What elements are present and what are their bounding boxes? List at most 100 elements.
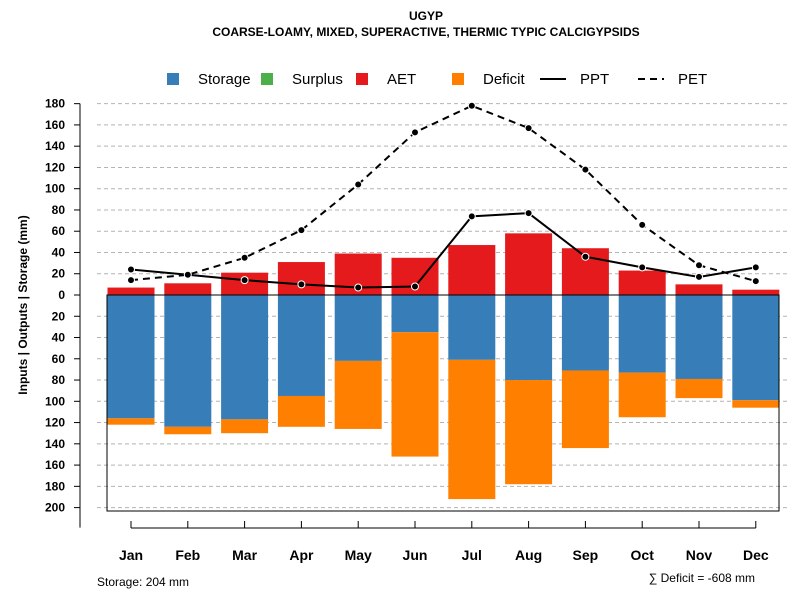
x-tick-label-nov: Nov: [686, 547, 713, 563]
pet-line: [130, 104, 757, 283]
legend-label-surplus: Surplus: [292, 71, 343, 88]
x-tick-label-sep: Sep: [573, 547, 599, 563]
deficit-bar: [221, 419, 269, 434]
aet-bar: [675, 284, 723, 295]
y-tick-label: 60: [52, 352, 66, 366]
deficit-bar: [618, 372, 666, 418]
storage-bar: [221, 295, 269, 420]
y-tick-label: 100: [45, 394, 65, 408]
legend-swatch-storage: [167, 73, 179, 85]
y-tick-label: 80: [52, 373, 66, 387]
chart-subtitle: COARSE-LOAMY, MIXED, SUPERACTIVE, THERMI…: [212, 25, 639, 39]
x-tick-label-may: May: [345, 547, 372, 563]
pet-point: [297, 226, 306, 235]
legend: Storage Surplus AET Deficit PPT PET: [167, 71, 707, 88]
y-axis-label: Inputs | Outputs | Storage (mm): [16, 215, 30, 394]
y-tick-label: 120: [45, 160, 65, 174]
ppt-point: [695, 272, 703, 281]
aet-bar: [732, 289, 780, 295]
ppt-point: [411, 282, 419, 291]
storage-bar: [732, 295, 780, 401]
aet-bar: [277, 262, 325, 295]
legend-label-aet: AET: [387, 71, 416, 88]
storage-bar: [391, 295, 439, 333]
ppt-point: [183, 270, 192, 279]
deficit-bar: [164, 426, 212, 435]
deficit-bar: [391, 332, 439, 457]
y-tick-label: 180: [45, 479, 65, 493]
deficit-bar: [675, 378, 723, 399]
deficit-annotation: ∑ Deficit = -608 mm: [649, 571, 755, 585]
y-tick-label: 40: [52, 245, 66, 259]
deficit-bar: [561, 370, 609, 449]
chart-title: UGYP: [409, 9, 443, 23]
storage-bar: [618, 295, 666, 373]
y-tick-label: 60: [52, 224, 66, 238]
aet-bar: [505, 233, 553, 295]
x-tick-label-oct: Oct: [631, 547, 655, 563]
pet-point: [467, 101, 476, 110]
x-axis: Jan Feb Mar Apr May Jun Jul Aug Sep Oct Nov Dec: [119, 521, 769, 563]
x-tick-label-mar: Mar: [232, 547, 257, 563]
pet-point: [581, 165, 590, 174]
storage-bar: [334, 295, 382, 361]
deficit-bar: [732, 400, 780, 408]
deficit-bar: [505, 380, 553, 485]
ppt-point: [127, 265, 135, 274]
legend-label-deficit: Deficit: [483, 71, 526, 88]
y-tick-label: 80: [52, 203, 66, 217]
ppt-point: [297, 280, 306, 289]
deficit-bar: [334, 360, 382, 429]
legend-swatch-aet: [356, 73, 368, 85]
y-tick-label: 20: [52, 309, 66, 323]
legend-label-pet: PET: [678, 71, 707, 88]
y-tick-label: 100: [45, 182, 65, 196]
y-axis: 1801601401201008060402002040608010012014…: [45, 97, 81, 528]
ppt-point: [467, 212, 476, 221]
ppt-point: [751, 263, 760, 272]
storage-bar: [164, 295, 212, 427]
lines: [127, 101, 760, 292]
aet-bar: [618, 270, 666, 295]
pet-point: [695, 261, 703, 270]
x-tick-label-jul: Jul: [462, 547, 482, 563]
pet-point: [354, 180, 363, 189]
deficit-bar: [448, 359, 496, 500]
deficit-bar: [277, 395, 325, 427]
x-tick-label-jun: Jun: [403, 547, 428, 563]
ppt-line: [130, 212, 756, 289]
pet-point: [411, 128, 419, 137]
ppt-point: [240, 276, 249, 285]
pet-point: [638, 220, 647, 229]
y-tick-label: 160: [45, 118, 65, 132]
legend-swatch-deficit: [452, 73, 464, 85]
storage-bar: [505, 295, 553, 381]
pet-point: [240, 253, 249, 262]
storage-bar: [448, 295, 496, 360]
pet-point: [751, 277, 760, 286]
x-tick-label-apr: Apr: [289, 547, 314, 563]
ppt-point: [638, 263, 647, 272]
gridlines: [97, 103, 790, 509]
aet-bar: [164, 283, 212, 295]
bars: [107, 233, 780, 500]
storage-bar: [675, 295, 723, 379]
y-tick-label: 120: [45, 416, 65, 430]
ppt-point: [581, 252, 590, 261]
y-tick-label: 40: [52, 331, 66, 345]
x-tick-label-aug: Aug: [515, 547, 542, 563]
y-tick-label: 180: [45, 97, 65, 111]
legend-swatch-surplus: [261, 73, 273, 85]
ppt-point: [354, 283, 363, 292]
ppt-point: [524, 209, 533, 218]
y-tick-label: 160: [45, 458, 65, 472]
aet-bar: [448, 245, 496, 295]
storage-bar: [107, 295, 155, 419]
x-tick-label-jan: Jan: [119, 547, 143, 563]
x-tick-label-feb: Feb: [175, 547, 200, 563]
x-tick-label-dec: Dec: [743, 547, 769, 563]
legend-label-ppt: PPT: [580, 71, 609, 88]
y-tick-label: 0: [58, 288, 65, 302]
deficit-bar: [107, 418, 155, 425]
